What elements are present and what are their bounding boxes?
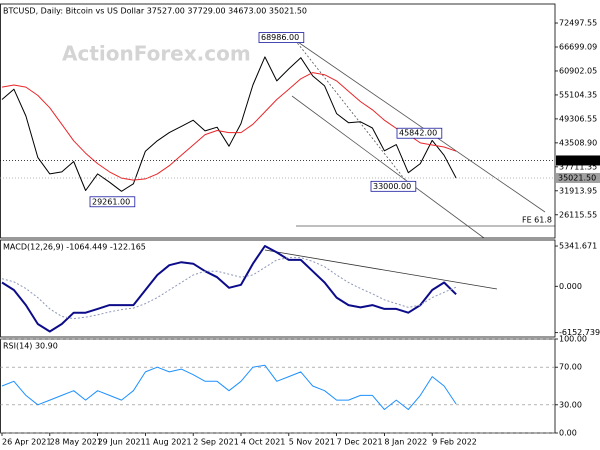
- y-tick-label: 66699.09: [559, 43, 597, 52]
- panel-title: BTCUSD, Daily: Bitcoin vs US Dollar 3752…: [3, 7, 307, 16]
- price-label-box: [258, 32, 305, 43]
- x-tick-label: 1 Aug 2021: [145, 438, 191, 447]
- series-line: [1, 257, 457, 320]
- x-tick-label: 28 May 2021: [50, 438, 102, 447]
- price-label-box: [89, 196, 136, 208]
- y-tick-label: 31913.95: [559, 186, 597, 195]
- channel-line: [294, 39, 546, 213]
- fe-label: FE 61.8: [522, 216, 552, 225]
- channel-line: [291, 95, 485, 239]
- x-tick-label: 8 Jan 2022: [384, 438, 427, 447]
- macd-trend-line: [264, 249, 498, 290]
- level-label: 39252.00: [558, 156, 596, 165]
- y-tick-label: 43508.90: [559, 138, 597, 147]
- y-tick-label: 37711.35: [559, 162, 597, 171]
- y-tick-label: 60902.05: [559, 66, 597, 75]
- y-tick-label: 0.000: [559, 282, 582, 291]
- x-tick-label: 9 Feb 2022: [432, 438, 477, 447]
- y-tick-label: 55104.35: [559, 90, 597, 99]
- level-box: [556, 172, 600, 183]
- series-line: [1, 56, 457, 192]
- y-tick-label: 100.00: [559, 335, 587, 344]
- x-tick-label: 7 Dec 2021: [337, 438, 383, 447]
- y-tick-label: 49306.55: [559, 114, 597, 123]
- watermark: ActionForex.com: [62, 42, 251, 66]
- y-tick-label: 72497.55: [559, 19, 597, 28]
- panel-title: MACD(12,26,9) -1064.449 -122.165: [3, 243, 146, 252]
- y-tick-label: 26115.55: [559, 210, 597, 219]
- x-tick-label: 5 Nov 2021: [289, 438, 335, 447]
- price-label: 45842.00: [399, 129, 437, 138]
- x-tick-label: 4 Oct 2021: [241, 438, 285, 447]
- price-label: 33000.00: [373, 182, 411, 191]
- level-box: [556, 155, 600, 166]
- x-tick-label: 29 Jun 2021: [98, 438, 146, 447]
- x-tick-label: 2 Sep 2021: [193, 438, 239, 447]
- price-label-box: [396, 127, 443, 139]
- level-label: 35021.50: [558, 173, 596, 182]
- price-label-box: [370, 180, 417, 192]
- y-tick-label: 70.00: [559, 363, 582, 372]
- series-line: [1, 245, 457, 333]
- y-tick-label: 5341.671: [559, 242, 597, 251]
- panel-frame: [0, 3, 556, 239]
- panel-frame: [0, 338, 556, 434]
- y-tick-label: -6152.739: [559, 328, 600, 337]
- series-line: [1, 364, 457, 410]
- trend-line: [294, 39, 411, 187]
- series-line: [1, 72, 457, 181]
- x-tick-label: 26 Apr 2021: [2, 438, 51, 447]
- price-label: 68986.00: [261, 33, 299, 42]
- panel-frame: [0, 239, 556, 338]
- y-tick-label: 0.00: [559, 429, 577, 438]
- panel-title: RSI(14) 30.90: [3, 342, 58, 351]
- y-tick-label: 30.00: [559, 400, 582, 409]
- price-label: 29261.00: [92, 197, 130, 206]
